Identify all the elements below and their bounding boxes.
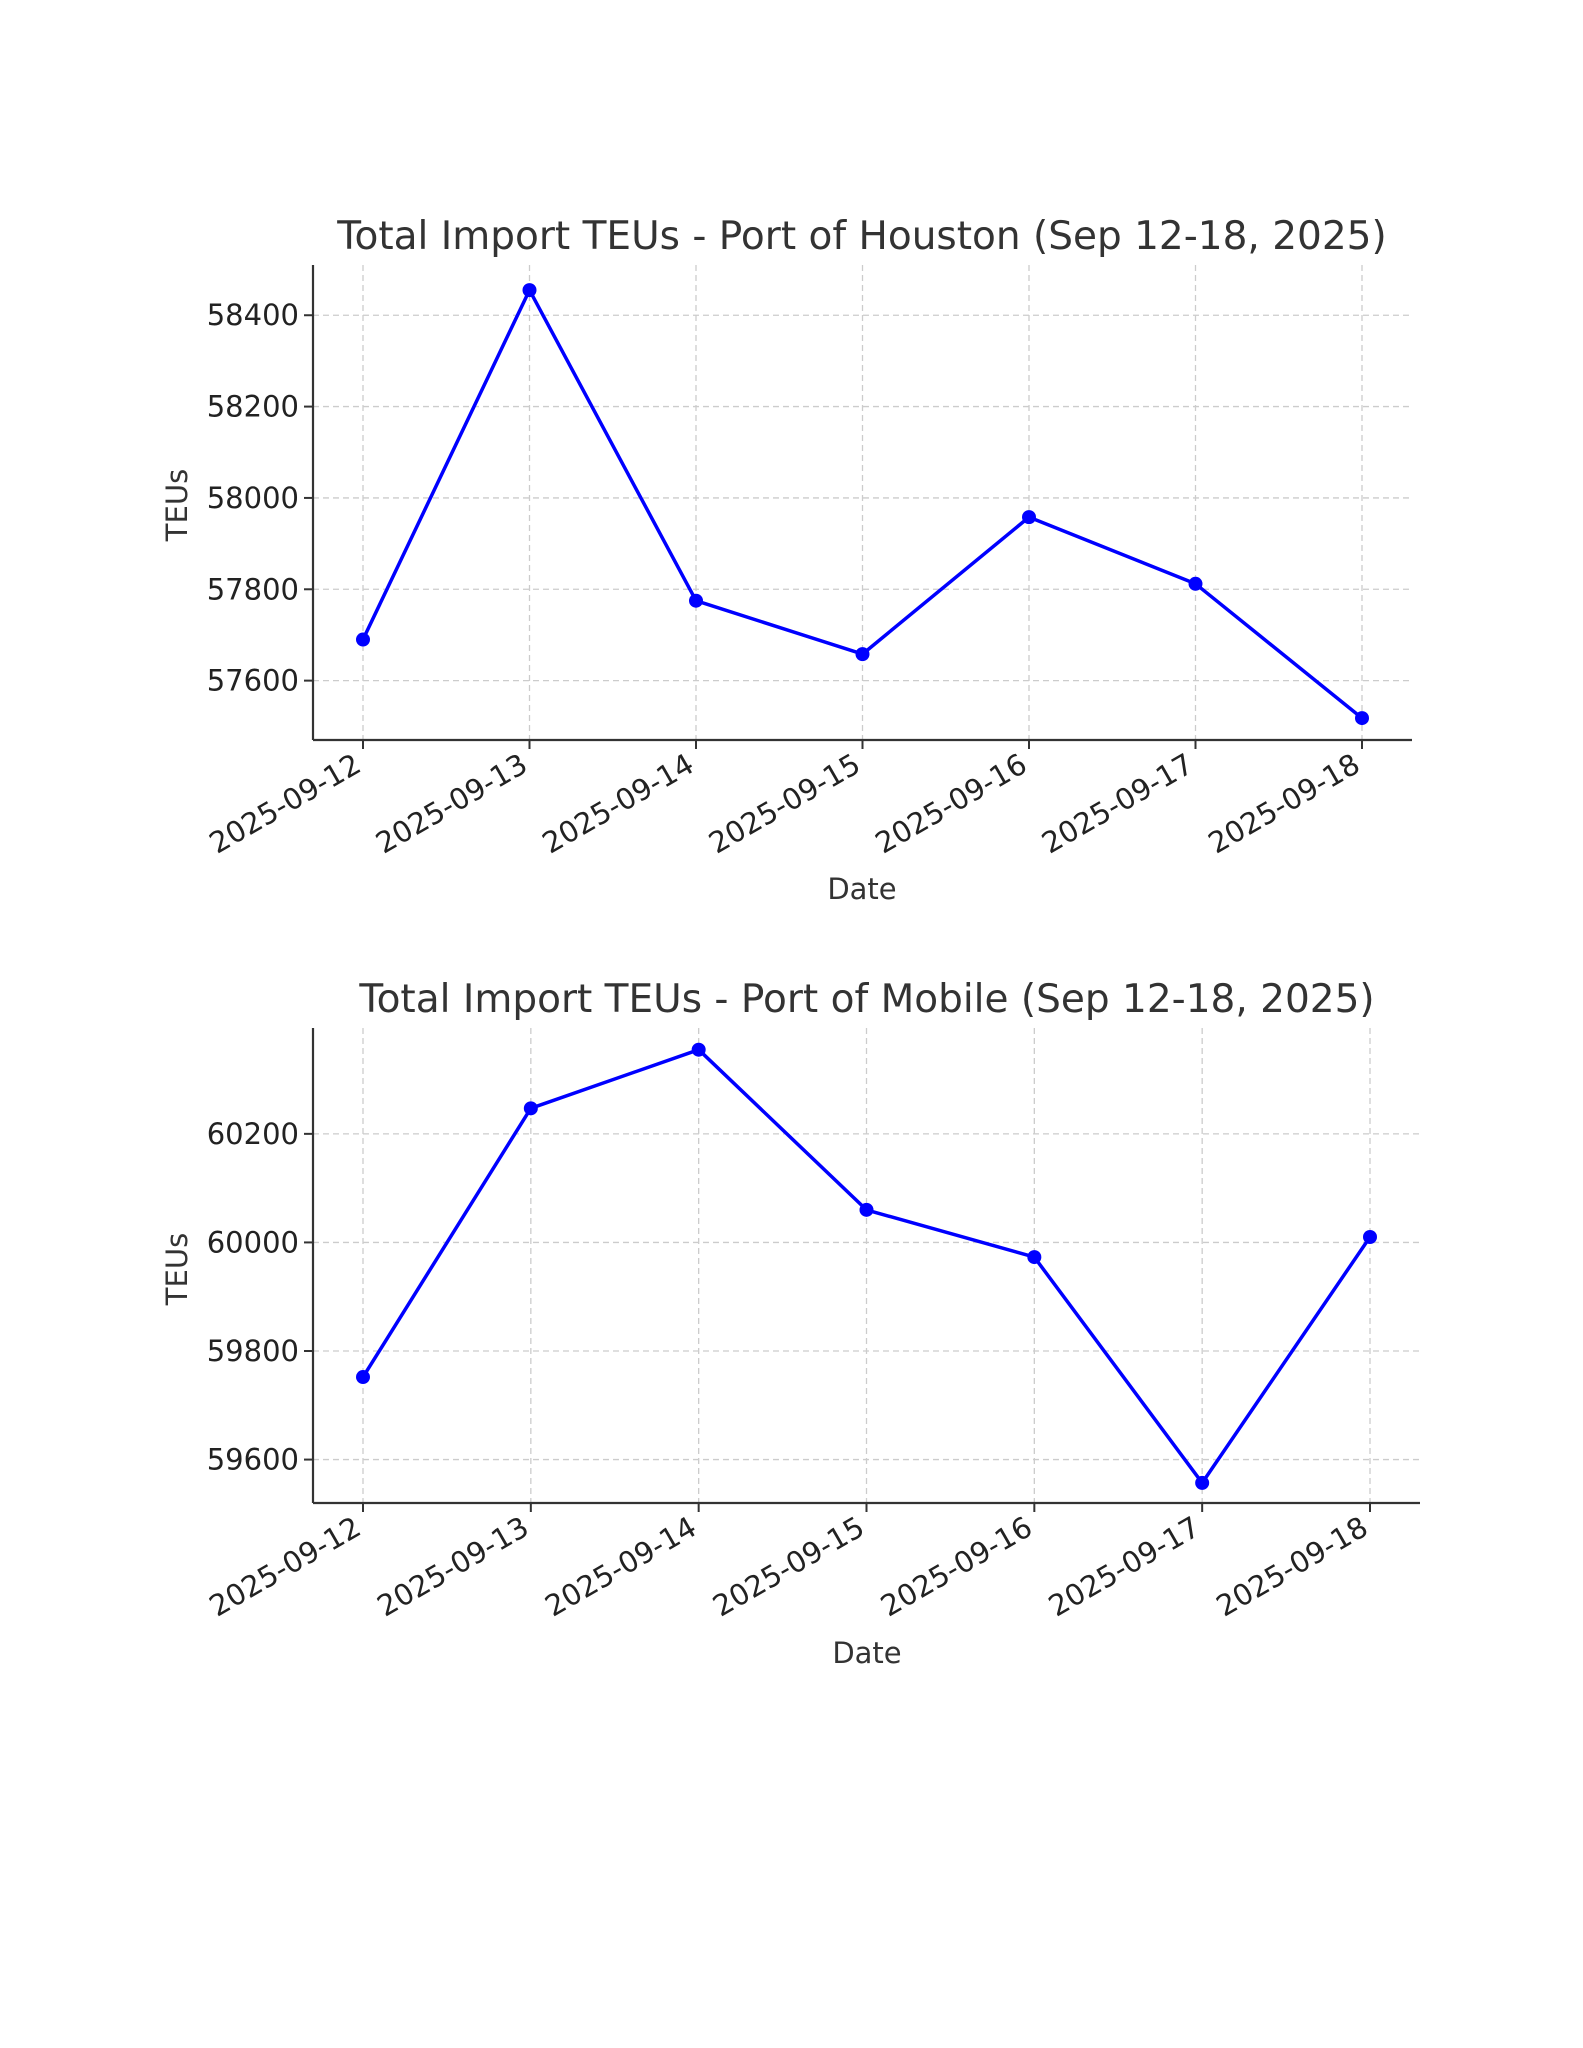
data-point	[691, 1042, 706, 1057]
y-axis-label: TEUs	[160, 469, 194, 542]
x-tick-label: 2025-09-14	[539, 1510, 702, 1624]
y-tick-label: 57600	[207, 664, 299, 698]
x-tick-label: 2025-09-17	[1043, 1510, 1206, 1624]
x-axis-label: Date	[827, 872, 896, 906]
y-tick-label: 58400	[207, 298, 299, 332]
data-point	[1195, 1475, 1210, 1490]
data-point	[1027, 1250, 1042, 1265]
y-axis: 59600 59800 60000 60200	[207, 1117, 313, 1477]
y-tick-label: 59800	[207, 1334, 299, 1368]
data-point	[1355, 711, 1369, 726]
y-axis: 57600 57800 58000 58200 58400	[207, 298, 313, 698]
y-tick-label: 59600	[207, 1443, 299, 1477]
x-tick-label: 2025-09-18	[1203, 747, 1366, 861]
mobile-chart: Total Import TEUs - Port of Mobile (Sep …	[160, 977, 1420, 1670]
data-point	[356, 1370, 370, 1385]
plot-area	[356, 1042, 1377, 1490]
x-tick-label: 2025-09-13	[370, 747, 533, 861]
data-point	[522, 283, 537, 298]
data-point	[356, 632, 370, 647]
y-tick-label: 57800	[207, 572, 299, 606]
data-point	[859, 1202, 874, 1217]
chart-title: Total Import TEUs - Port of Houston (Sep…	[336, 214, 1386, 259]
grid	[313, 1028, 1420, 1503]
x-tick-label: 2025-09-16	[875, 1510, 1038, 1624]
x-tick-label: 2025-09-12	[204, 747, 367, 861]
x-tick-label: 2025-09-17	[1036, 747, 1199, 861]
data-point	[1188, 576, 1203, 591]
x-tick-label: 2025-09-16	[870, 747, 1033, 861]
x-axis: 2025-09-12 2025-09-13 2025-09-14 2025-09-15…	[204, 740, 1366, 860]
x-axis: 2025-09-12 2025-09-13 2025-09-14 2025-09-15…	[204, 1503, 1374, 1623]
series-line	[361, 1047, 1372, 1485]
x-tick-label: 2025-09-13	[371, 1510, 534, 1624]
y-axis-label: TEUs	[160, 1233, 194, 1306]
y-tick-label: 60000	[207, 1225, 299, 1259]
x-tick-label: 2025-09-14	[537, 747, 700, 861]
y-tick-label: 60200	[207, 1117, 299, 1151]
data-point	[689, 593, 703, 608]
y-tick-label: 58200	[207, 390, 299, 424]
data-point	[523, 1101, 538, 1116]
x-tick-label: 2025-09-18	[1211, 1510, 1374, 1624]
data-point	[1022, 510, 1036, 525]
x-tick-label: 2025-09-15	[703, 747, 866, 861]
x-tick-label: 2025-09-15	[707, 1510, 870, 1624]
grid	[313, 265, 1412, 740]
x-tick-label: 2025-09-12	[204, 1510, 367, 1624]
data-point	[1363, 1230, 1377, 1244]
plot-area	[356, 283, 1369, 726]
y-tick-label: 58000	[207, 481, 299, 515]
chart-title: Total Import TEUs - Port of Mobile (Sep …	[358, 977, 1374, 1022]
x-axis-label: Date	[832, 1636, 901, 1670]
data-point	[855, 647, 870, 662]
houston-chart: Total Import TEUs - Port of Houston (Sep…	[160, 214, 1412, 906]
